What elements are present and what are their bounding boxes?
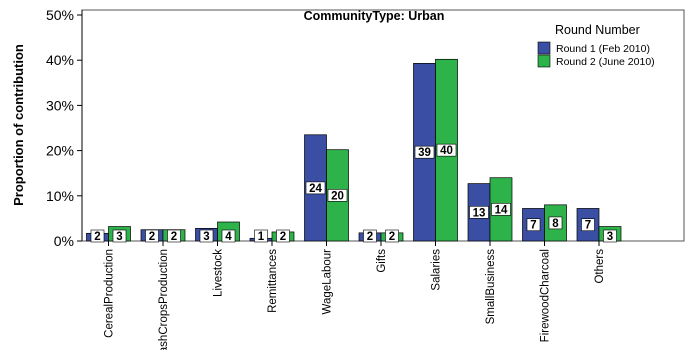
data-label: 2: [94, 231, 100, 243]
data-label: 24: [309, 183, 322, 195]
data-label: 2: [171, 231, 177, 243]
x-tick-label: Others: [594, 249, 606, 284]
data-label-box: [90, 229, 105, 243]
data-label-box: [167, 229, 181, 243]
data-label: 20: [331, 190, 344, 202]
data-label-box: [254, 229, 268, 243]
data-label-box: [581, 218, 595, 232]
x-tick-label: SmallBusiness: [485, 249, 497, 325]
data-label: 2: [389, 231, 395, 243]
data-label: 1: [258, 231, 265, 243]
legend-label-round-1: Round 1 (Feb 2010): [556, 43, 650, 55]
data-label-box: [112, 229, 127, 243]
legend-swatch-round-1: [537, 41, 551, 55]
legend-label-round-2: Round 2 (June 2010): [556, 56, 655, 68]
data-label-box: [491, 203, 511, 216]
data-label: 2: [367, 231, 373, 243]
x-tick-label: CerealProduction: [104, 249, 116, 338]
data-label-box: [385, 229, 399, 243]
data-label-box: [221, 229, 236, 243]
x-tick-label: WageLabour: [322, 249, 334, 315]
x-tick-label: Gifts: [376, 249, 388, 273]
data-label-box: [276, 229, 290, 243]
data-label: 3: [607, 231, 613, 243]
data-label-box: [526, 218, 541, 232]
y-tick-label: 20%: [46, 143, 74, 159]
data-label: 3: [203, 231, 209, 243]
x-ticks: CerealProduction CashCropsProduction Lives…: [104, 241, 606, 350]
legend-swatch-round-2: [537, 54, 551, 68]
data-label: 40: [440, 145, 453, 157]
x-tick-label: Salaries: [431, 249, 443, 291]
x-tick-label: Livestock: [213, 249, 225, 297]
data-label: 4: [225, 231, 232, 243]
data-label: 14: [495, 204, 508, 216]
data-label-box: [199, 229, 214, 243]
data-label-box: [603, 229, 617, 243]
x-tick-label: CashCropsProduction: [158, 249, 170, 350]
data-label-box: [305, 181, 326, 195]
data-label-box: [363, 229, 377, 243]
data-label-box: [436, 143, 457, 157]
x-tick-label: FirewoodCharcoal: [540, 249, 552, 342]
y-tick-label: 40%: [46, 52, 74, 68]
y-axis-label: Proportion of contribution: [11, 44, 26, 206]
data-label: 2: [149, 231, 155, 243]
data-label-box: [327, 189, 348, 202]
y-ticks: 0% 10% 20% 30% 40% 50%: [46, 7, 82, 249]
y-tick-label: 0%: [54, 233, 74, 249]
data-label: 7: [530, 220, 536, 232]
data-label-box: [469, 205, 489, 219]
x-tick-label: Remittances: [267, 249, 279, 313]
data-label: 39: [418, 147, 431, 159]
data-label: 13: [473, 207, 486, 219]
y-tick-label: 50%: [46, 7, 74, 23]
y-tick-label: 30%: [46, 97, 74, 113]
data-label-box: [145, 229, 159, 243]
y-tick-label: 10%: [46, 188, 74, 204]
data-label: 7: [585, 220, 591, 232]
legend: Round Number Round 1 (Feb 2010) Round 2 …: [537, 23, 655, 68]
data-label: 8: [552, 218, 559, 230]
data-label-box: [414, 145, 435, 159]
data-label: 3: [116, 231, 122, 243]
chart-title: CommunityType: Urban: [304, 9, 445, 23]
data-label: 2: [280, 231, 286, 243]
legend-title: Round Number: [555, 23, 640, 37]
bars: [86, 58, 622, 242]
data-label-box: [548, 216, 563, 230]
data-labels: 2 3 2 2 3 4 1 2 24 20 2 2 39 40 13 14 7 8 7 3: [90, 143, 617, 243]
